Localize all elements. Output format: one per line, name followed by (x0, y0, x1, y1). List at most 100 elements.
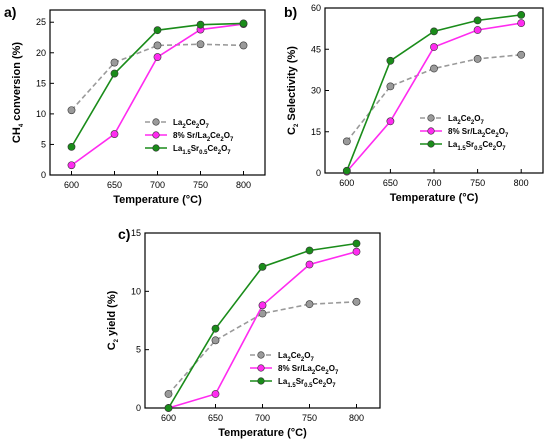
y-tick-label: 45 (311, 44, 321, 54)
legend-label-3: La1.5Sr0.5Ce2O7 (278, 377, 336, 389)
legend-marker-2 (152, 131, 160, 139)
data-point (342, 137, 351, 146)
legend-marker-3 (257, 377, 265, 385)
data-point (305, 246, 314, 255)
x-tick-label: 600 (339, 178, 354, 188)
x-tick-label: 600 (64, 180, 79, 190)
x-tick-label: 600 (161, 413, 176, 423)
legend-marker-1 (257, 351, 265, 359)
legend-label-1: La2Ce2O7 (173, 118, 210, 130)
y-tick-label: 10 (36, 109, 46, 119)
data-point (430, 43, 438, 51)
data-point (473, 54, 482, 63)
data-point (153, 53, 162, 61)
data-point (67, 161, 76, 170)
x-tick-label: 750 (470, 178, 485, 188)
x-tick-label: 700 (426, 178, 441, 188)
data-point (153, 26, 162, 35)
legend-label-1: La2Ce2O7 (278, 351, 315, 363)
data-point (211, 336, 220, 345)
data-point (153, 41, 162, 50)
x-tick-label: 800 (349, 413, 364, 423)
y-tick-label: 5 (41, 139, 46, 149)
y-tick-label: 15 (36, 78, 46, 88)
y-tick-label: 25 (36, 17, 46, 27)
x-axis-title: Temperature (°C) (390, 192, 479, 204)
x-tick-label: 750 (302, 413, 317, 423)
y-tick-label: 30 (311, 86, 321, 96)
y-tick-label: 15 (311, 127, 321, 137)
data-point (211, 324, 220, 333)
data-point (67, 142, 76, 151)
x-tick-label: 700 (150, 180, 165, 190)
legend-label-2: 8% Sr/La2Ce2O7 (173, 131, 234, 143)
x-tick-label: 650 (208, 413, 223, 423)
data-point (110, 58, 119, 67)
data-point (305, 260, 314, 269)
legend-label-3: La1.5Sr0.5Ce2O7 (173, 144, 231, 156)
data-point (386, 56, 395, 65)
data-point (164, 390, 173, 398)
series-line-1 (70, 43, 244, 111)
data-point (386, 117, 395, 126)
y-tick-label: 0 (316, 168, 321, 178)
data-point (239, 19, 248, 28)
data-point (196, 40, 205, 49)
panel-label-b: b) (284, 4, 298, 20)
data-point (473, 16, 482, 25)
data-point (517, 50, 526, 59)
data-point (517, 10, 526, 19)
data-point (239, 41, 248, 50)
y-tick-label: 5 (136, 345, 141, 355)
panel-label-c: c) (118, 226, 131, 242)
y-tick-label: 15 (131, 228, 141, 238)
x-tick-label: 650 (107, 180, 122, 190)
y-axis-title: C2 Selectivity (%) (286, 46, 300, 135)
x-axis-title: Temperature (°C) (113, 194, 202, 206)
x-tick-label: 800 (236, 180, 251, 190)
chart-panel-3: 600 650 700 750 800 0 5 10 15 Temperature (°C) C2 … (106, 228, 381, 439)
data-point (430, 64, 438, 73)
data-point (196, 20, 205, 29)
legend-marker-3 (427, 140, 435, 148)
y-tick-label: 10 (131, 286, 141, 296)
data-point (110, 130, 119, 138)
y-tick-label: 0 (136, 403, 141, 413)
y-tick-label: 0 (41, 170, 46, 180)
y-axis-title: CH4 conversion (%) (11, 42, 25, 143)
data-point (352, 297, 361, 306)
x-tick-label: 650 (383, 178, 398, 188)
y-tick-label: 20 (36, 48, 46, 58)
chart-panel-1: 600 650 700 750 800 0 5 10 15 20 25 Temperature (°C… (11, 9, 266, 206)
y-tick-label: 60 (311, 3, 321, 13)
chart-panel-2: 600 650 700 750 800 0 15 30 45 60 Temperature (°C)… (286, 3, 544, 204)
data-point (164, 404, 173, 412)
legend-marker-1 (152, 118, 160, 126)
panel-label-a: a) (4, 4, 17, 20)
legend-label-2: 8% Sr/La2Ce2O7 (448, 127, 509, 139)
series-line-1 (346, 53, 522, 142)
data-point (211, 390, 220, 398)
x-axis-title: Temperature (°C) (218, 427, 307, 439)
data-point (258, 262, 267, 271)
legend-marker-2 (427, 127, 435, 135)
x-tick-label: 750 (193, 180, 208, 190)
x-tick-label: 800 (514, 178, 529, 188)
data-point (352, 239, 361, 248)
data-point (517, 19, 526, 28)
legend-marker-1 (427, 114, 435, 122)
data-point (342, 166, 351, 175)
legend-label-1: La2Ce2O7 (448, 114, 485, 126)
legend-marker-3 (152, 144, 160, 152)
data-point (430, 27, 438, 36)
data-point (352, 247, 361, 256)
data-point (305, 300, 314, 309)
legend-label-3: La1.5Sr0.5Ce2O7 (448, 140, 506, 152)
y-axis-title: C2 yield (%) (106, 290, 120, 350)
data-point (258, 301, 267, 310)
data-point (473, 26, 482, 34)
data-point (386, 82, 395, 91)
legend-label-2: 8% Sr/La2Ce2O7 (278, 364, 339, 376)
data-point (67, 106, 76, 115)
